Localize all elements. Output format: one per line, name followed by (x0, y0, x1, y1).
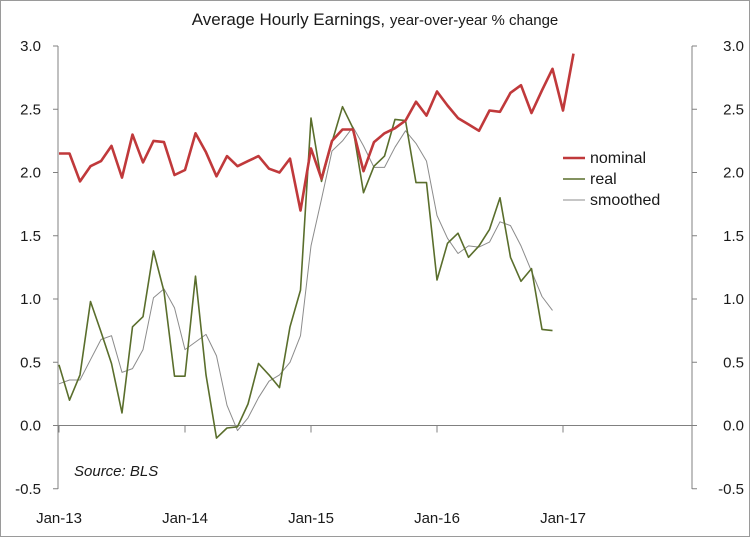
y-tick-label-left: 0.0 (20, 418, 41, 435)
x-tick-label: Jan-14 (162, 510, 208, 527)
y-tick-label-left: -0.5 (15, 481, 41, 498)
chart-title: Average Hourly Earnings, year-over-year … (0, 10, 750, 30)
y-tick-label-right: 2.0 (723, 165, 744, 182)
chart-title-sub: year-over-year % change (389, 12, 559, 29)
y-tick-label-left: 2.5 (20, 101, 41, 118)
series-line-nominal (59, 53, 575, 212)
y-tick-label-right: 3.0 (723, 38, 744, 55)
legend: nominal real smoothed (563, 150, 660, 209)
series-line-smoothed (58, 126, 553, 432)
y-tick-label-right: 1.5 (723, 228, 744, 245)
x-tick-label: Jan-15 (288, 510, 334, 527)
series-line-real (58, 105, 553, 439)
x-tick-label: Jan-13 (36, 510, 82, 527)
x-tick-label: Jan-16 (414, 510, 460, 527)
legend-label-nominal: nominal (590, 150, 646, 167)
y-tick-label-right: 1.0 (723, 291, 744, 308)
y-tick-label-right: -0.5 (718, 481, 744, 498)
legend-label-real: real (590, 171, 617, 188)
y-tick-label-right: 0.5 (723, 354, 744, 371)
y-tick-label-left: 2.0 (20, 165, 41, 182)
chart-title-main: Average Hourly Earnings, (191, 10, 386, 29)
source-label: Source: BLS (74, 463, 158, 480)
y-tick-label-left: 0.5 (20, 354, 41, 371)
x-tick-label: Jan-17 (540, 510, 586, 527)
y-tick-label-left: 1.5 (20, 228, 41, 245)
y-tick-label-left: 3.0 (20, 38, 41, 55)
legend-label-smoothed: smoothed (590, 192, 660, 209)
y-tick-label-left: 1.0 (20, 291, 41, 308)
y-tick-label-right: 2.5 (723, 101, 744, 118)
y-tick-label-right: 0.0 (723, 418, 744, 435)
